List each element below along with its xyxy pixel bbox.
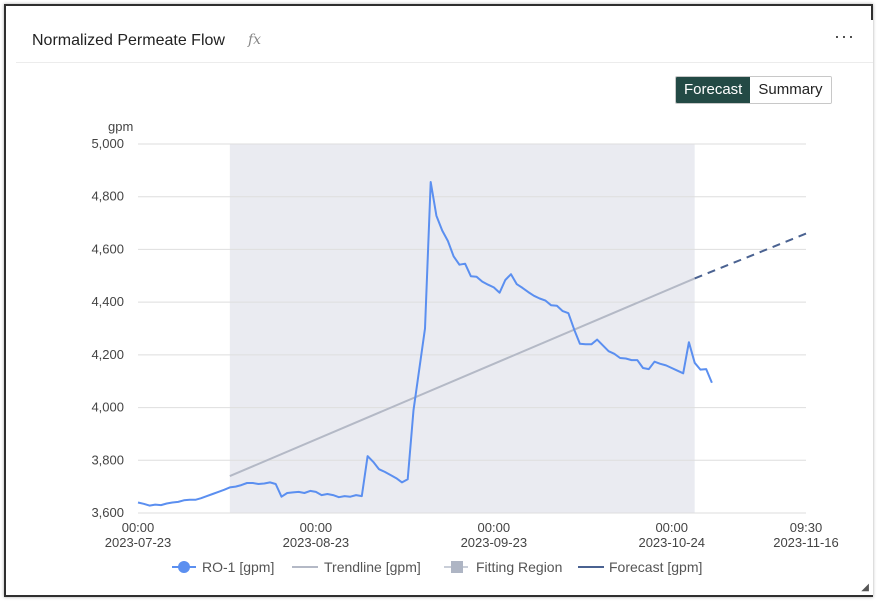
legend-square-icon bbox=[451, 561, 463, 573]
y-tick-label: 4,800 bbox=[91, 189, 124, 204]
legend-label: RO-1 [gpm] bbox=[202, 559, 274, 575]
more-options-icon[interactable]: ··· bbox=[834, 26, 855, 46]
chart-panel: Normalized Permeate Flow fx ··· Forecast… bbox=[16, 20, 873, 595]
y-tick-label: 4,400 bbox=[91, 294, 124, 309]
legend-item[interactable]: Forecast [gpm] bbox=[578, 559, 702, 575]
forecast-button[interactable]: Forecast bbox=[676, 77, 751, 103]
x-tick-label: 2023-10-24 bbox=[638, 535, 705, 550]
chart-area: 3,600 3,800 4,000 4,200 4,400 4,600 4,800 5,000… bbox=[91, 119, 839, 575]
x-tick-time: 00:00 bbox=[300, 520, 333, 535]
y-tick-label: 4,200 bbox=[91, 347, 124, 362]
legend-label: Forecast [gpm] bbox=[609, 559, 702, 575]
trendline bbox=[229, 277, 696, 478]
summary-button[interactable]: Summary bbox=[750, 77, 831, 103]
y-tick-label: 3,800 bbox=[91, 452, 124, 467]
x-tick-label: 2023-09-23 bbox=[461, 535, 528, 550]
panel-header: Normalized Permeate Flow fx ··· bbox=[16, 20, 873, 63]
y-axis-label: gpm bbox=[108, 119, 133, 134]
legend-item[interactable]: RO-1 [gpm] bbox=[172, 559, 274, 575]
y-tick-label: 5,000 bbox=[91, 136, 124, 151]
x-tick-time: 09:30 bbox=[790, 520, 823, 535]
fx-icon[interactable]: fx bbox=[248, 32, 262, 48]
x-tick-time: 00:00 bbox=[655, 520, 688, 535]
fitting-region bbox=[229, 144, 695, 513]
x-tick-time: 00:00 bbox=[478, 520, 511, 535]
legend-label: Trendline [gpm] bbox=[324, 559, 421, 575]
y-tick-label: 3,600 bbox=[91, 505, 124, 520]
x-tick-time: 00:00 bbox=[122, 520, 155, 535]
series-line-ro-1 bbox=[137, 181, 713, 507]
window-frame: Normalized Permeate Flow fx ··· Forecast… bbox=[4, 4, 873, 597]
y-tick-label: 4,000 bbox=[91, 400, 124, 415]
legend-label: Fitting Region bbox=[476, 559, 562, 575]
x-tick-label: 2023-08-23 bbox=[283, 535, 350, 550]
legend-item[interactable]: Fitting Region bbox=[444, 559, 562, 575]
legend-item[interactable]: Trendline [gpm] bbox=[292, 559, 421, 575]
x-tick-label: 2023-11-16 bbox=[773, 535, 839, 550]
view-toggle: Forecast Summary bbox=[675, 76, 832, 104]
y-tick-label: 4,600 bbox=[91, 241, 124, 256]
forecast-line bbox=[694, 232, 807, 280]
resize-handle-icon[interactable]: ◢ bbox=[861, 582, 869, 593]
panel-title: Normalized Permeate Flow bbox=[32, 32, 225, 49]
legend-circle-icon bbox=[178, 561, 190, 573]
x-tick-label: 2023-07-23 bbox=[105, 535, 172, 550]
